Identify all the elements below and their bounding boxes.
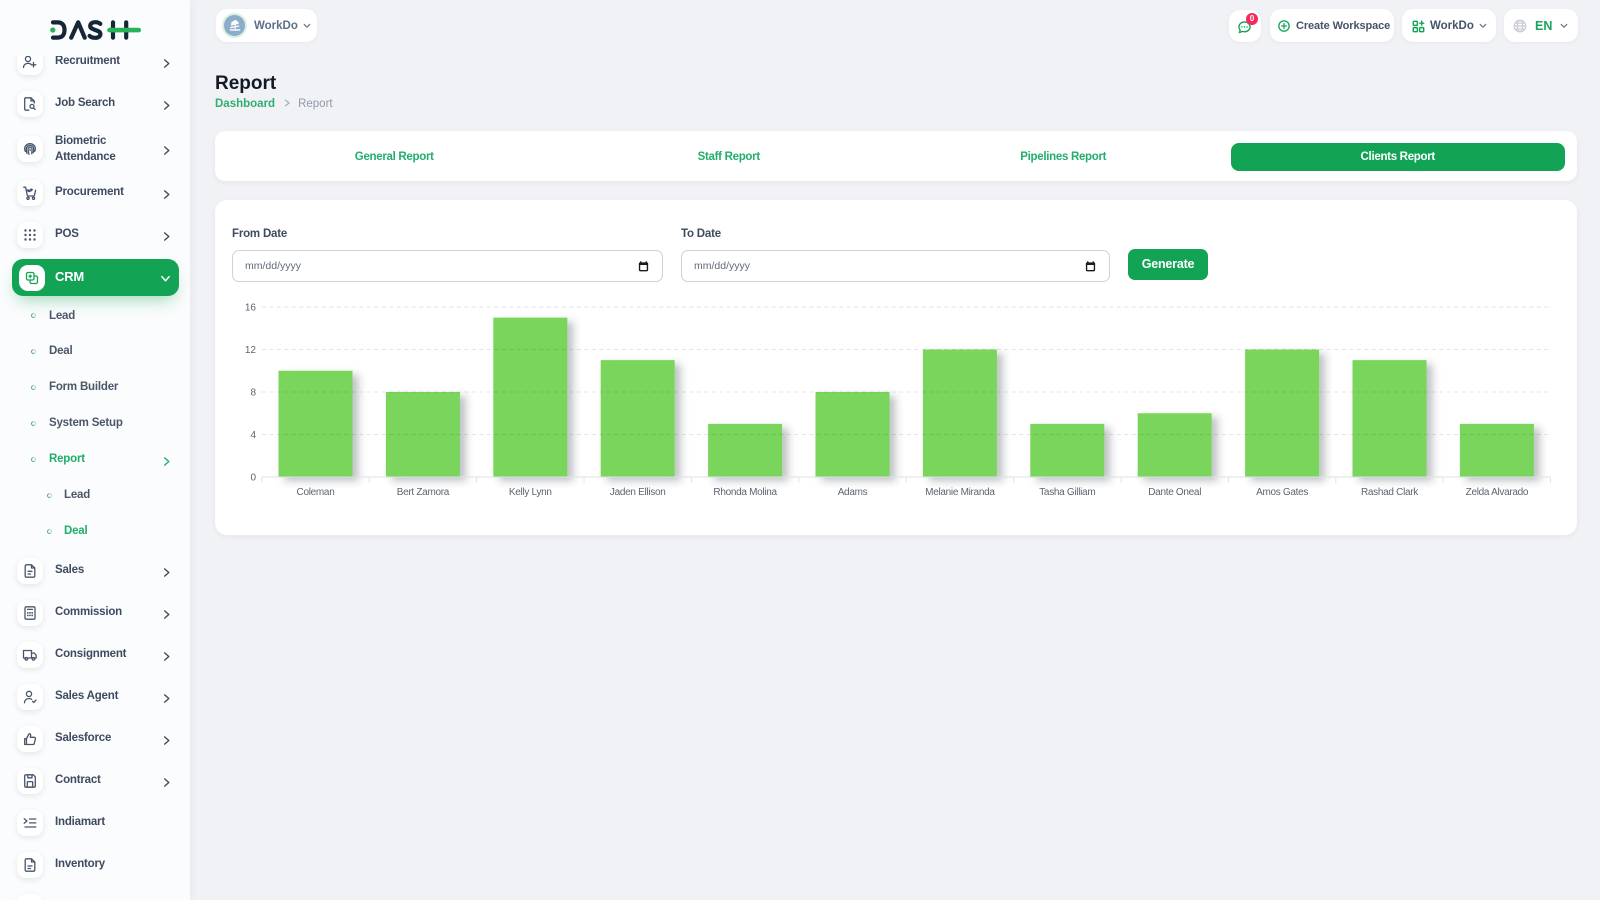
svg-text:8: 8: [250, 388, 256, 399]
svg-text:16: 16: [245, 303, 257, 314]
svg-text:0: 0: [250, 473, 256, 484]
svg-text:Adams: Adams: [838, 487, 868, 498]
svg-text:4: 4: [250, 430, 256, 441]
svg-text:Melanie Miranda: Melanie Miranda: [925, 487, 995, 498]
svg-text:Jaden Ellison: Jaden Ellison: [610, 487, 666, 498]
svg-text:Dante Oneal: Dante Oneal: [1148, 487, 1201, 498]
svg-text:Coleman: Coleman: [297, 487, 335, 498]
svg-text:Rhonda Molina: Rhonda Molina: [713, 487, 777, 498]
svg-text:Tasha Gilliam: Tasha Gilliam: [1039, 487, 1095, 498]
svg-text:Amos Gates: Amos Gates: [1256, 487, 1308, 498]
svg-text:Zelda Alvarado: Zelda Alvarado: [1466, 487, 1529, 498]
svg-text:Kelly Lynn: Kelly Lynn: [509, 487, 552, 498]
svg-text:Rashad Clark: Rashad Clark: [1361, 487, 1419, 498]
svg-text:Bert Zamora: Bert Zamora: [397, 487, 450, 498]
svg-text:12: 12: [245, 345, 257, 356]
